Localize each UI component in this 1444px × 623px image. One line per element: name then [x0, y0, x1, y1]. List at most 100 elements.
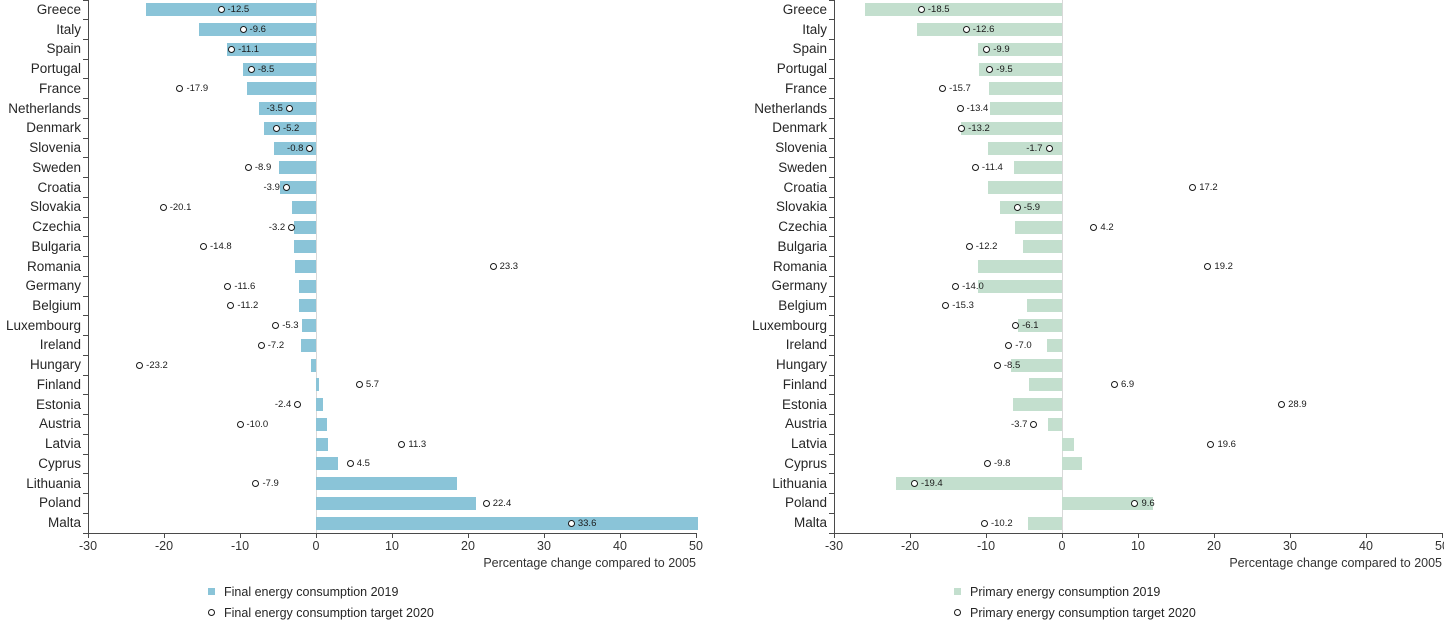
- category-label: Cyprus: [38, 455, 81, 471]
- bar-france: [989, 82, 1062, 96]
- target-marker-circle: [567, 519, 575, 527]
- target-marker-circle: [917, 6, 925, 14]
- target-value-label: -3.7: [1011, 418, 1028, 430]
- target-marker-circle: [1090, 223, 1098, 231]
- target-value-label: -9.9: [993, 43, 1010, 55]
- target-value-label: -11.6: [234, 280, 256, 292]
- target-marker-circle: [956, 105, 964, 113]
- bar-latvia: [1062, 437, 1075, 451]
- x-tick: [985, 533, 987, 538]
- category-label: France: [784, 80, 827, 96]
- bar-spain: [227, 42, 316, 56]
- category-label: Romania: [772, 258, 827, 274]
- target-value-label: -3.2: [268, 221, 286, 233]
- bar-cyprus: [1062, 457, 1082, 471]
- bar-greece: [145, 3, 316, 17]
- target-marker-circle: [355, 381, 363, 389]
- category-label: Lithuania: [772, 475, 827, 491]
- x-tick: [1289, 533, 1291, 538]
- y-axis-tick: [83, 433, 88, 435]
- target-value-label: -5.9: [1023, 201, 1041, 213]
- x-tick: [1061, 533, 1063, 538]
- category-label: Slovakia: [775, 199, 827, 215]
- bar-poland: [1062, 496, 1154, 510]
- target-value-label: -0.8: [287, 142, 304, 154]
- target-value-label: -6.1: [1022, 320, 1039, 332]
- legend-label: Final energy consumption target 2020: [224, 605, 434, 620]
- target-marker-circle: [236, 420, 244, 428]
- category-label: Sweden: [778, 159, 827, 175]
- category-label: Croatia: [37, 179, 81, 195]
- legend-item: Primary energy consumption target 2020: [954, 602, 1196, 623]
- target-value-label: -11.1: [238, 43, 260, 55]
- target-value-label: -1.7: [1026, 142, 1043, 154]
- y-axis-tick: [829, 473, 834, 475]
- y-axis-tick: [83, 493, 88, 495]
- target-value-label: -13.2: [968, 122, 990, 134]
- target-value-label: -12.6: [972, 24, 995, 36]
- bar-slovenia: [987, 141, 1062, 155]
- bar-slovenia: [274, 141, 316, 155]
- target-value-label: -12.2: [975, 241, 998, 253]
- category-label: Hungary: [29, 357, 81, 373]
- category-label: Latvia: [790, 436, 827, 452]
- target-value-label: -8.5: [257, 63, 275, 75]
- y-axis-tick: [83, 58, 88, 60]
- bar-austria: [316, 417, 327, 431]
- target-value-label: -9.8: [994, 458, 1011, 470]
- target-marker-circle: [239, 26, 247, 34]
- final-energy-chart: -12.5 -9.6 -11.1 -8.5 -17.9 -3.5 -5.2 -0.8 -8.9 -…: [0, 0, 722, 620]
- plot-area: -18.5 -12.6 -9.9 -9.5 -15.7 -13.4 -13.2 -1.7 -11…: [825, 0, 1444, 553]
- y-axis-tick: [829, 38, 834, 40]
- category-label: Cyprus: [784, 455, 827, 471]
- target-value-label: -10.0: [246, 418, 269, 430]
- target-value-label: -7.0: [1015, 339, 1032, 351]
- y-axis-tick: [83, 414, 88, 416]
- category-label: Portugal: [30, 61, 81, 77]
- y-axis-tick: [829, 295, 834, 297]
- target-marker-circle: [252, 480, 260, 488]
- x-tick: [87, 533, 89, 538]
- category-label: Hungary: [775, 357, 827, 373]
- category-label: Belgium: [778, 297, 827, 313]
- y-axis-tick: [829, 532, 834, 534]
- target-value-label: -3.5: [266, 103, 283, 115]
- category-label: Slovakia: [29, 199, 81, 215]
- target-value-label: -8.9: [254, 162, 272, 174]
- y-axis-tick: [829, 216, 834, 218]
- target-marker-circle: [942, 302, 950, 310]
- x-tick-label: 0: [312, 539, 320, 553]
- y-axis-tick: [83, 335, 88, 337]
- bar-poland: [316, 496, 476, 510]
- category-label: Romania: [26, 258, 81, 274]
- target-marker-circle: [952, 282, 960, 290]
- bar-czechia: [1014, 220, 1062, 234]
- target-marker-circle: [176, 85, 184, 93]
- target-marker-circle: [244, 164, 252, 172]
- category-label: Italy: [802, 21, 827, 37]
- category-label: Austria: [784, 416, 827, 432]
- target-marker-circle: [228, 45, 236, 53]
- zero-gridline: [1061, 0, 1063, 533]
- category-label: Bulgaria: [777, 238, 827, 254]
- y-axis-tick: [83, 394, 88, 396]
- category-label: Finland: [36, 376, 81, 392]
- x-tick-label: 10: [385, 539, 399, 553]
- target-value-label: -10.2: [990, 517, 1013, 529]
- bar-denmark: [960, 121, 1062, 135]
- target-marker-circle: [1013, 203, 1021, 211]
- x-tick-label: -30: [824, 539, 844, 553]
- bar-luxembourg: [301, 319, 316, 333]
- y-axis-tick: [83, 78, 88, 80]
- target-value-label: 28.9: [1288, 399, 1307, 411]
- bar-hungary: [311, 358, 316, 372]
- bar-finland: [316, 378, 320, 392]
- target-marker-circle: [285, 105, 293, 113]
- y-axis-tick: [829, 256, 834, 258]
- y-axis-tick: [829, 315, 834, 317]
- y-axis-tick: [829, 137, 834, 139]
- category-label: Germany: [771, 278, 827, 294]
- bar-italy: [916, 23, 1062, 37]
- target-marker-circle: [272, 322, 280, 330]
- bar-germany: [299, 279, 316, 293]
